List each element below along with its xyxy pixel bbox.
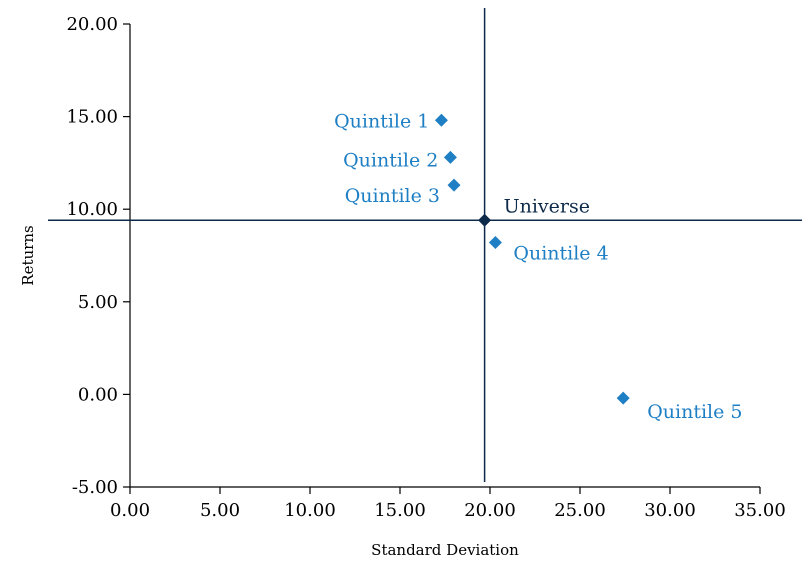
y-tick-labels: -5.00 0.00 5.00 10.00 15.00 20.00: [66, 14, 118, 498]
data-points: Quintile 1 Quintile 2 Quintile 3 Universe Qu…: [334, 110, 742, 423]
y-tick-label: 10.00: [66, 199, 118, 220]
x-tick-label: 5.00: [200, 500, 240, 521]
data-point-marker: [443, 150, 457, 164]
data-point-label: Quintile 4: [513, 243, 608, 265]
data-point-label: Quintile 5: [647, 401, 742, 423]
x-tick-label: 0.00: [110, 500, 150, 521]
x-tick-label: 25.00: [554, 500, 606, 521]
reference-lines: [48, 8, 802, 482]
axes: [123, 23, 761, 494]
y-tick-label: 5.00: [78, 292, 118, 313]
y-tick-label: -5.00: [72, 477, 118, 498]
data-point-label: Quintile 3: [345, 185, 440, 207]
data-point-label: Quintile 1: [334, 110, 429, 132]
y-tick-label: 0.00: [78, 384, 118, 405]
data-point-label: Universe: [504, 195, 590, 217]
x-tick-labels: 0.00 5.00 10.00 15.00 20.00 25.00 30.00 35.00: [110, 500, 786, 521]
y-tick-label: 20.00: [66, 14, 118, 35]
x-tick-label: 20.00: [464, 500, 516, 521]
data-point-marker: [447, 178, 461, 192]
data-point-marker: [616, 391, 630, 405]
y-tick-label: 15.00: [66, 107, 118, 128]
y-axis-title: Returns: [19, 225, 37, 285]
x-tick-label: 10.00: [284, 500, 336, 521]
data-point-label: Quintile 2: [343, 149, 438, 171]
x-tick-label: 35.00: [734, 500, 786, 521]
data-point-marker: [478, 213, 492, 227]
x-tick-label: 15.00: [374, 500, 426, 521]
x-tick-label: 30.00: [644, 500, 696, 521]
x-axis-title: Standard Deviation: [371, 541, 519, 559]
data-point-marker: [488, 236, 502, 250]
data-point-marker: [434, 113, 448, 127]
